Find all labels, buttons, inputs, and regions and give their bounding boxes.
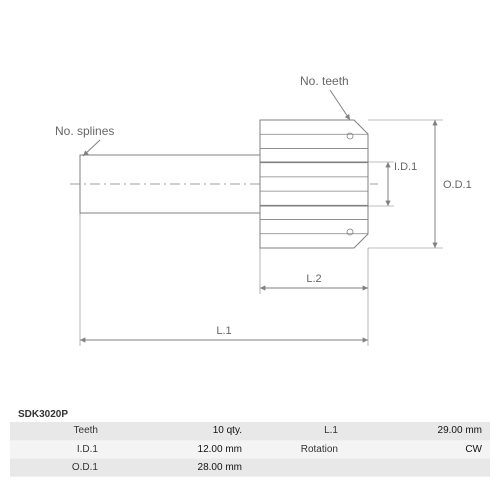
svg-text:L.1: L.1 bbox=[216, 325, 231, 337]
part-number: SDK3020P bbox=[10, 405, 490, 422]
svg-text:No. teeth: No. teeth bbox=[300, 74, 349, 88]
spec-label: L.1 bbox=[250, 422, 346, 440]
spec-value: CW bbox=[346, 440, 490, 458]
spec-value: 28.00 mm bbox=[106, 458, 250, 476]
spec-value: 10 qty. bbox=[106, 422, 250, 440]
spec-label: Rotation bbox=[250, 440, 346, 458]
svg-text:L.2: L.2 bbox=[306, 273, 321, 285]
spec-value bbox=[346, 458, 490, 476]
engineering-diagram: O.D.1 I.D.1 L.1 L.2 No. teeth No. splines bbox=[0, 0, 500, 400]
spec-table: Teeth10 qty.L.129.00 mmI.D.112.00 mmRota… bbox=[10, 422, 490, 477]
spec-row: O.D.128.00 mm bbox=[10, 458, 490, 476]
spec-label: Teeth bbox=[10, 422, 106, 440]
spec-label bbox=[250, 458, 346, 476]
spec-label: O.D.1 bbox=[10, 458, 106, 476]
svg-text:No. splines: No. splines bbox=[55, 124, 114, 138]
spec-row: I.D.112.00 mmRotationCW bbox=[10, 440, 490, 458]
spec-value: 12.00 mm bbox=[106, 440, 250, 458]
spec-value: 29.00 mm bbox=[346, 422, 490, 440]
svg-text:I.D.1: I.D.1 bbox=[394, 161, 417, 173]
spec-label: I.D.1 bbox=[10, 440, 106, 458]
spec-row: Teeth10 qty.L.129.00 mm bbox=[10, 422, 490, 440]
spec-block: SDK3020P Teeth10 qty.L.129.00 mmI.D.112.… bbox=[10, 405, 490, 477]
svg-text:O.D.1: O.D.1 bbox=[443, 179, 472, 191]
